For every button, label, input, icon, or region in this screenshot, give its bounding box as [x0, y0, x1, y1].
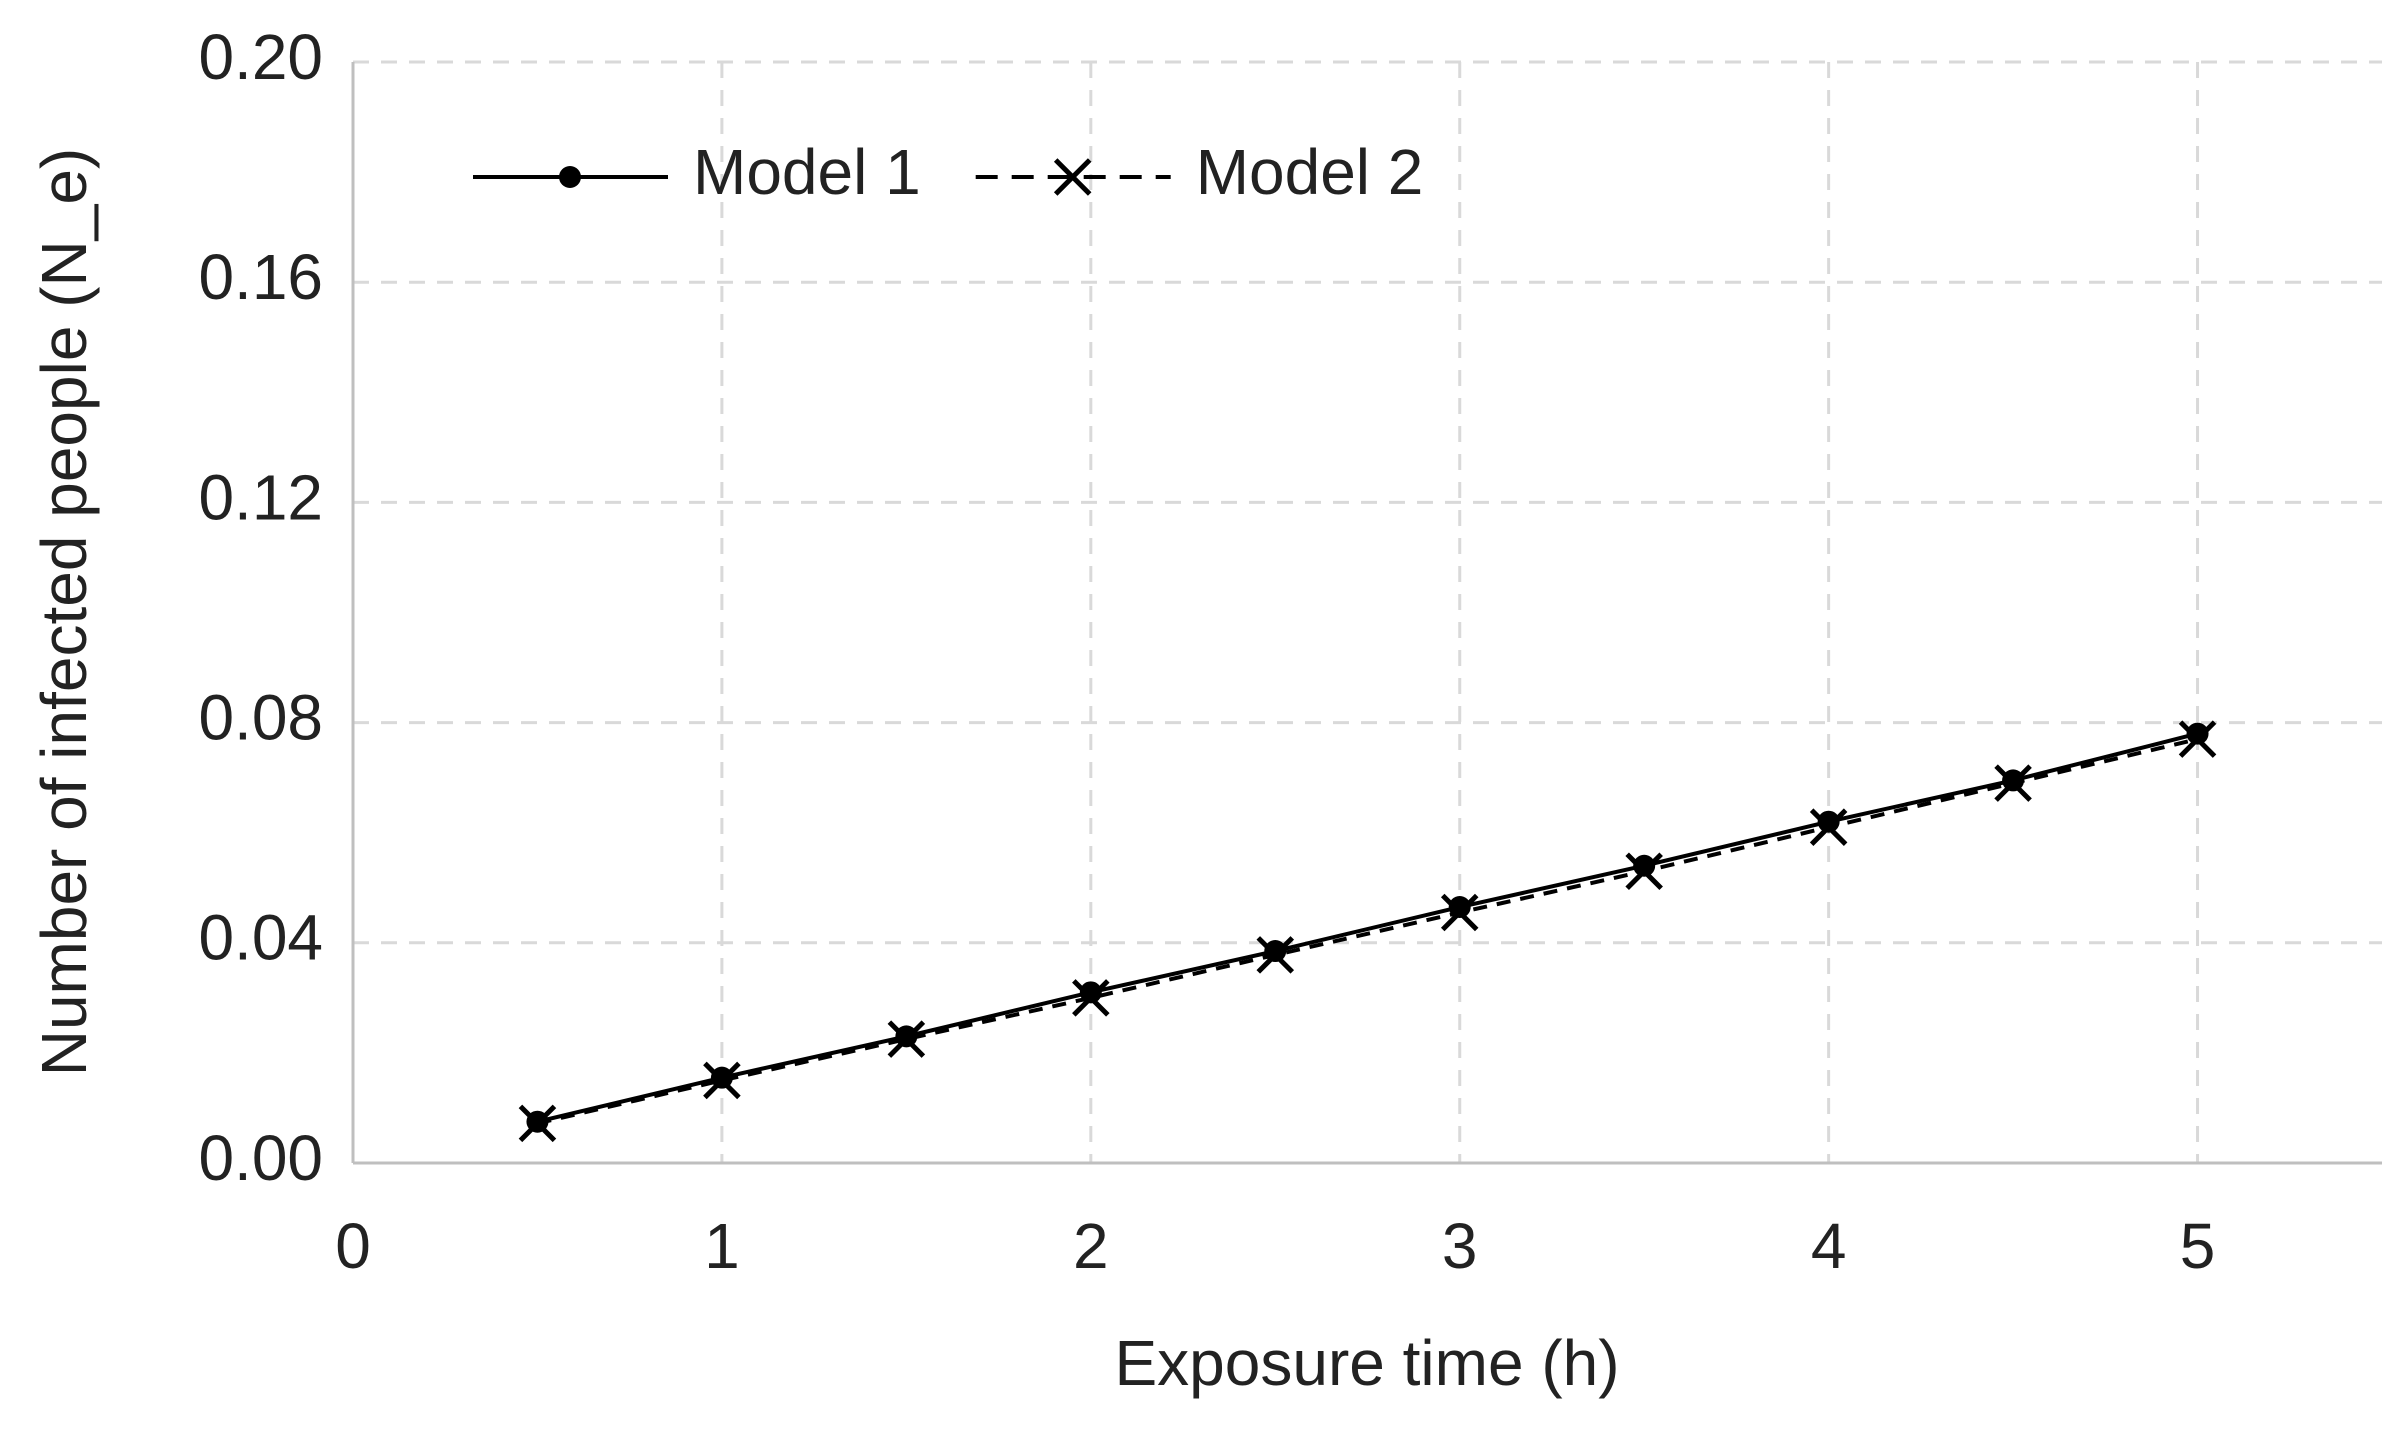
x-tick-label: 4 — [1811, 1210, 1847, 1282]
series-line — [537, 737, 2199, 1126]
legend-label: Model 2 — [1196, 136, 1424, 208]
marker — [1256, 936, 1295, 974]
marker — [1809, 808, 1848, 846]
series-line — [536, 731, 2199, 1124]
y-axis-label: Number of infected people (N_e) — [28, 148, 100, 1077]
x-axis-label: Exposure time (h) — [1114, 1327, 1619, 1399]
marker — [703, 1061, 741, 1100]
y-tick-label: 0.16 — [198, 241, 323, 313]
x-tick-label: 0 — [335, 1210, 371, 1282]
y-tick-label: 0.08 — [198, 682, 323, 754]
legend-marker — [1053, 158, 1092, 196]
y-tick-label: 0.12 — [198, 461, 323, 533]
marker — [2186, 722, 2209, 745]
x-tick-label: 5 — [2180, 1210, 2216, 1282]
marker — [518, 1104, 557, 1143]
marker — [887, 1020, 926, 1058]
marker — [1072, 979, 1110, 1017]
marker — [1625, 852, 1663, 891]
legend-marker — [559, 166, 581, 188]
y-tick-label: 0.04 — [198, 902, 323, 974]
marker — [1264, 940, 1287, 963]
y-tick-label: 0.20 — [198, 21, 323, 93]
y-tick-label: 0.00 — [198, 1122, 323, 1194]
x-tick-label: 3 — [1442, 1210, 1478, 1282]
legend-label: Model 1 — [693, 136, 921, 208]
marker — [2178, 720, 2217, 758]
x-tick-label: 2 — [1073, 1210, 1109, 1282]
x-tick-label: 1 — [704, 1210, 740, 1282]
marker — [1994, 764, 2032, 802]
marker — [1440, 893, 1479, 932]
